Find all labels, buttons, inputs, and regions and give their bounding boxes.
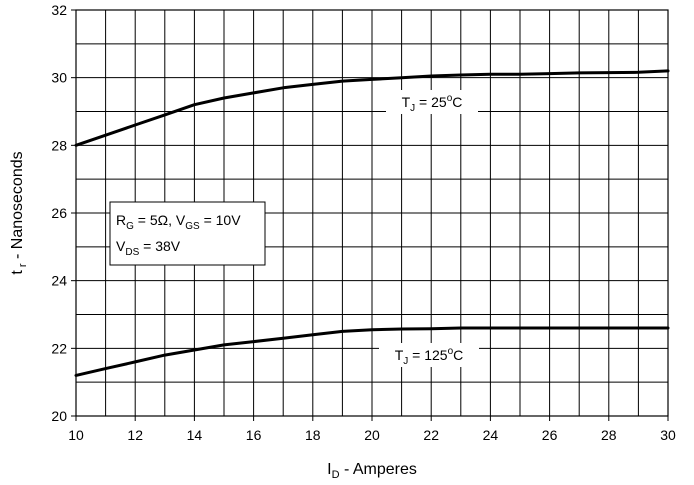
series-label-25c-bg	[386, 90, 478, 114]
series-line-2	[74, 326, 670, 377]
x-tick-label: 18	[305, 427, 321, 443]
y-tick-label: 24	[51, 273, 67, 289]
series-label-125c: TJ = 125oC	[395, 346, 464, 367]
x-tick-label: 24	[483, 427, 499, 443]
y-tick-label: 32	[51, 2, 67, 18]
x-tick-label: 14	[187, 427, 203, 443]
x-tick-label: 22	[423, 427, 439, 443]
series-label-25c: TJ = 25oC	[402, 93, 463, 114]
series-label-125c-bg	[379, 343, 479, 367]
x-tick-label: 10	[68, 427, 84, 443]
conditions-box	[109, 201, 266, 266]
conditions-line-1: RG = 5Ω, VGS = 10V	[116, 212, 241, 232]
x-tick-label: 26	[542, 427, 558, 443]
y-axis-label: t r - Nanoseconds	[9, 151, 29, 274]
x-tick-label: 16	[246, 427, 262, 443]
x-tick-label: 12	[127, 427, 143, 443]
x-tick-label: 20	[364, 427, 380, 443]
y-tick-label: 28	[51, 137, 67, 153]
x-tick-label: 30	[660, 427, 676, 443]
x-axis-label: ID - Amperes	[327, 461, 417, 481]
y-tick-label: 22	[51, 340, 67, 356]
conditions-line-2: VDS = 38V	[116, 238, 181, 258]
y-tick-label: 26	[51, 205, 67, 221]
x-tick-label: 28	[601, 427, 617, 443]
series-line-1	[74, 69, 670, 147]
y-tick-label: 30	[51, 70, 67, 86]
y-tick-label: 20	[51, 408, 67, 424]
